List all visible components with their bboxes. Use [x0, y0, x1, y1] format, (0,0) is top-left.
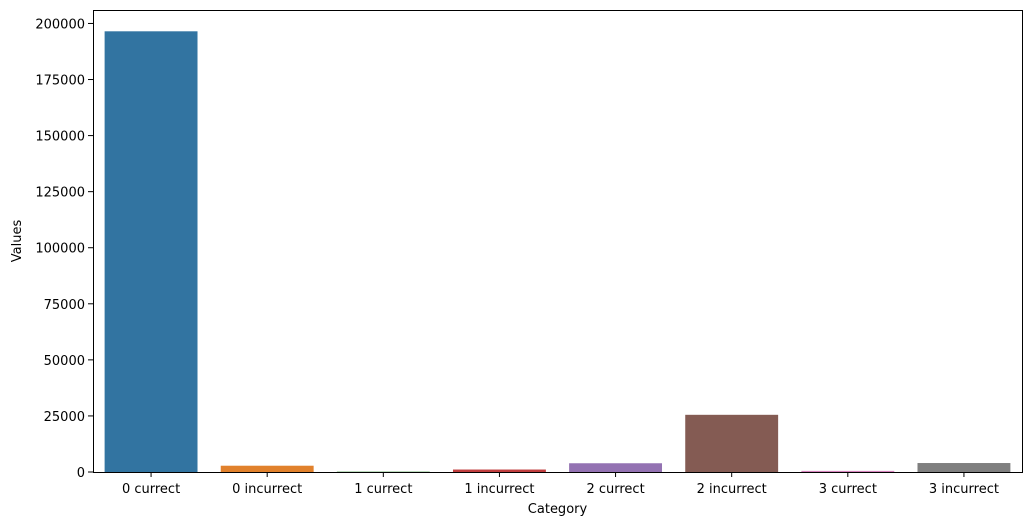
plot-frame — [93, 10, 1023, 473]
y-tick-label: 25000 — [44, 410, 85, 425]
bar-2-currect — [569, 463, 663, 472]
y-tick-label: 0 — [77, 466, 85, 481]
x-tick-label: 0 incurrect — [232, 482, 302, 497]
x-axis-title: Category — [528, 502, 588, 517]
bar-3-currect — [801, 470, 895, 472]
y-tick-label: 100000 — [35, 242, 85, 257]
ticks-layer: 0 currect 0 incurrect 1 currect 1 incurrect… — [35, 17, 999, 497]
bar-0-incurrect — [220, 465, 314, 472]
y-tick-label: 150000 — [35, 130, 85, 145]
bar-3-incurrect — [917, 463, 1011, 472]
x-tick-label: 1 currect — [354, 482, 412, 497]
x-tick-label: 3 incurrect — [929, 482, 999, 497]
x-tick-label: 2 incurrect — [697, 482, 767, 497]
bar-2-incurrect — [685, 414, 779, 472]
y-tick-label: 175000 — [35, 74, 85, 89]
y-tick-label: 125000 — [35, 186, 85, 201]
y-tick-label: 50000 — [44, 354, 85, 369]
bars-layer — [104, 31, 1011, 473]
x-tick-label: 3 currect — [819, 482, 877, 497]
bar-0-currect — [104, 31, 198, 473]
x-tick-label: 2 currect — [586, 482, 644, 497]
y-tick-label: 200000 — [35, 17, 85, 32]
y-tick-label: 75000 — [44, 298, 85, 313]
x-tick-label: 1 incurrect — [464, 482, 534, 497]
y-axis-title: Values — [10, 220, 25, 263]
x-tick-label: 0 currect — [122, 482, 180, 497]
bar-1-incurrect — [452, 469, 546, 472]
